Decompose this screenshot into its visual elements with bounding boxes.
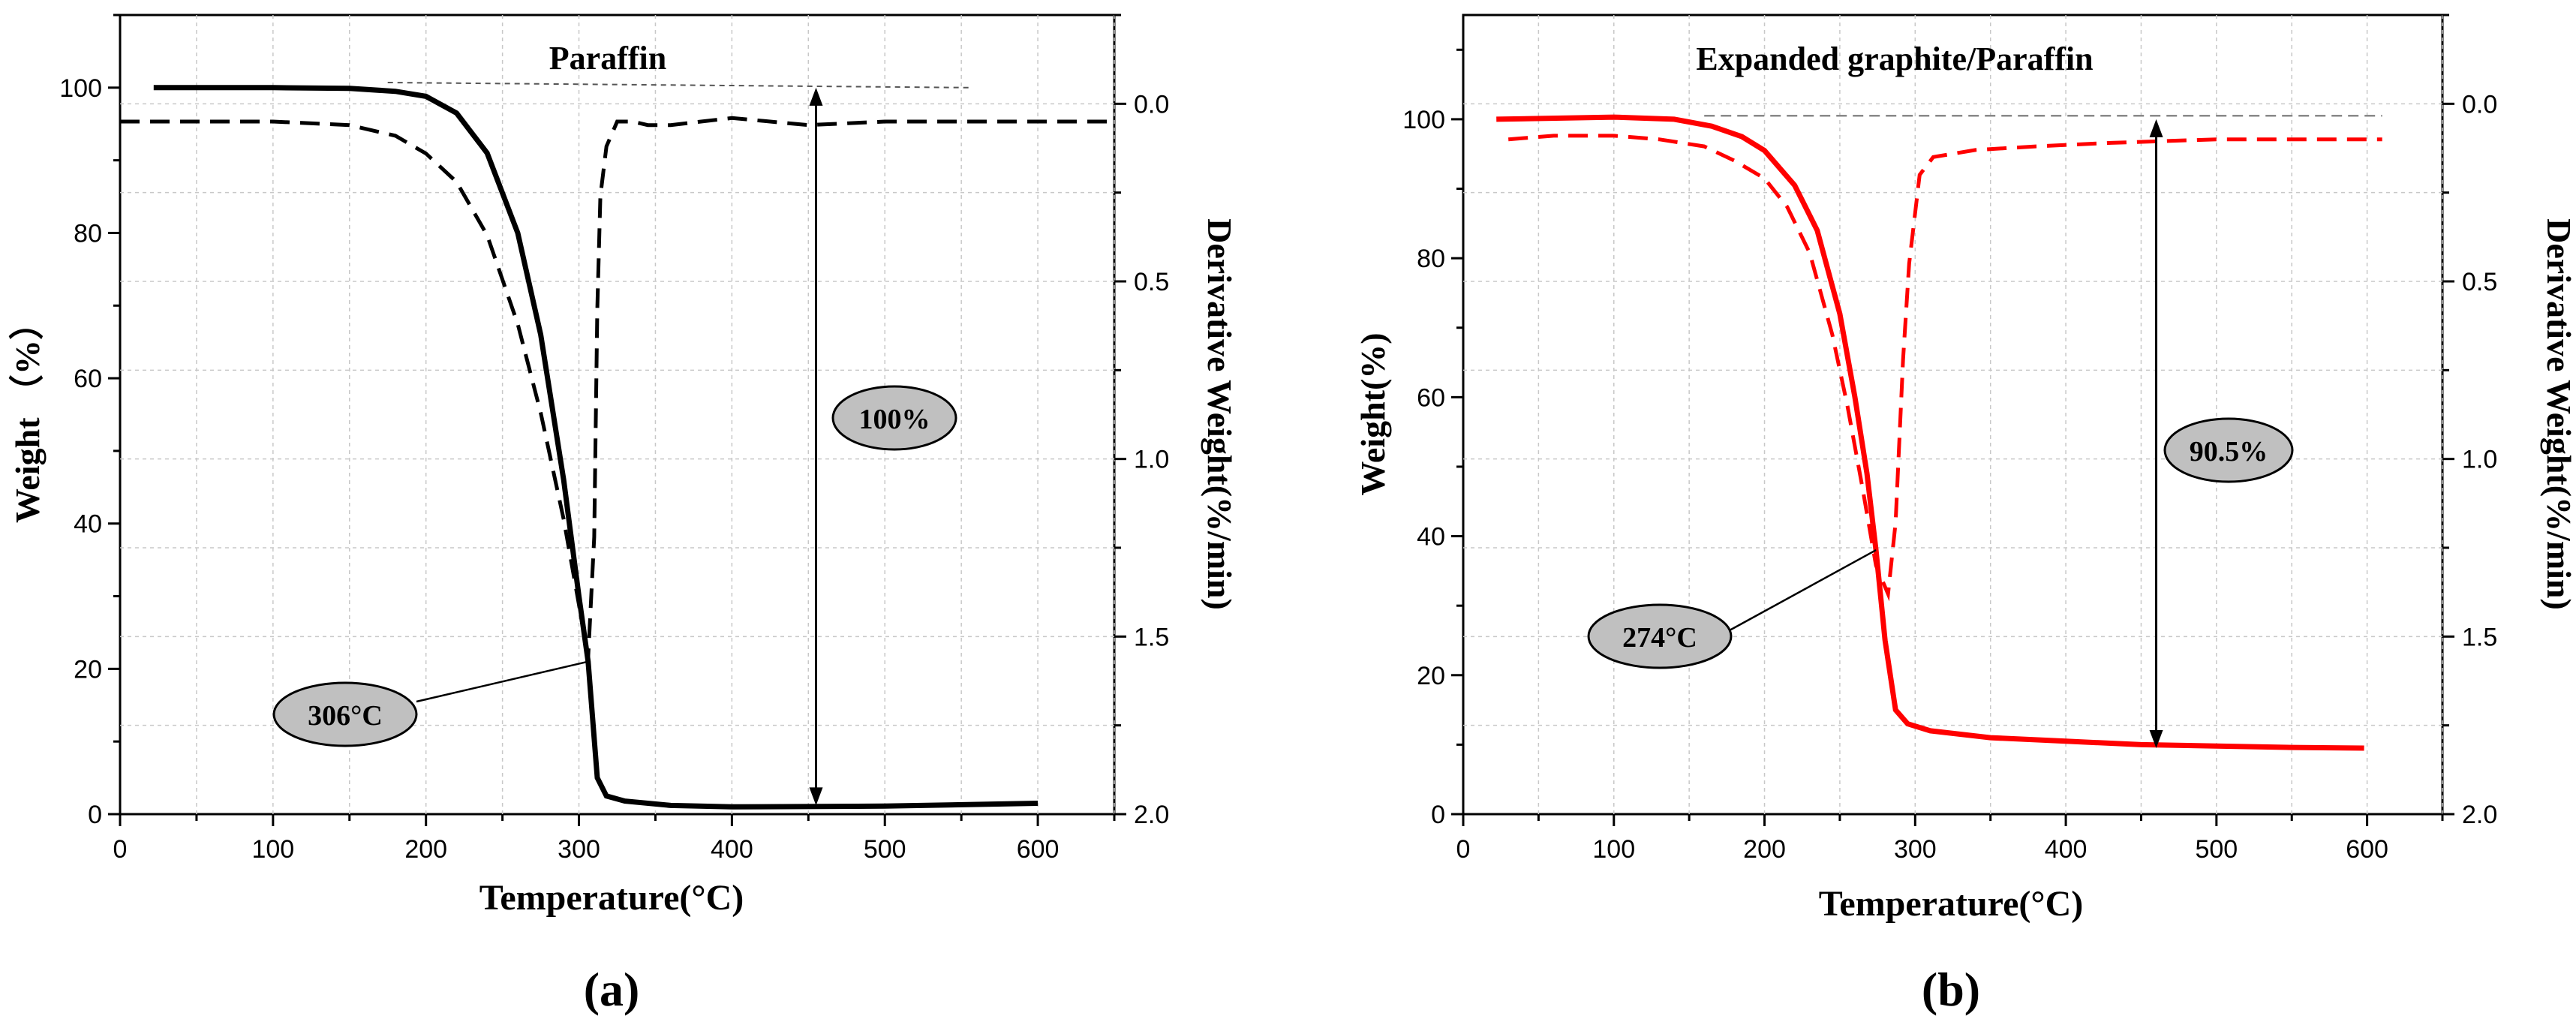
panel-a-y-tick-label: 20: [74, 655, 102, 684]
panel-a-x-tick-label: 100: [251, 835, 294, 864]
panel-b-x-tick-label: 200: [1743, 835, 1786, 864]
panel-a-x-tick-label: 300: [558, 835, 600, 864]
panel-b-y2-tick-label: 1.0: [2462, 446, 2497, 474]
panel-b-x-tick-label: 400: [2045, 835, 2088, 864]
panel-b-y-tick-label: 0: [1431, 801, 1445, 829]
panel-a-ticks: 0 100 200 300 400 500 600 0 20 40 60 80 100 0.0 0.5 1.0…: [59, 14, 1169, 864]
panel-b-y2-tick-label: 2.0: [2462, 801, 2497, 829]
panel-a-y-tick-label: 100: [59, 74, 102, 103]
panel-b-y-axis-label: Weight(%): [1354, 332, 1392, 495]
panel-b-loss-arrow: [2149, 119, 2163, 749]
panel-a-loss-arrow-head-bottom: [809, 787, 823, 806]
panel-b-loss-arrow-head-top: [2149, 119, 2163, 137]
panel-b-x-tick-label: 500: [2195, 835, 2238, 864]
panel-a-y2-axis-label: Derivative Weight(%/min): [1201, 218, 1239, 610]
panel-a-y2-tick-label: 1.0: [1134, 446, 1169, 474]
panel-a-y2-tick-label: 0.0: [1134, 90, 1169, 119]
panel-b-y-tick-label: 60: [1417, 383, 1445, 412]
panel-a-y2-tick-label: 0.5: [1134, 268, 1169, 296]
panel-a-onset-callout: 306°C: [272, 660, 589, 747]
panel-b-y-tick-label: 100: [1402, 106, 1445, 134]
panel-b-loss-callout: 90.5%: [2163, 417, 2294, 483]
panel-b-y2-tick-label: 0.0: [2462, 90, 2497, 119]
panel-a-y-tick-label: 0: [88, 801, 102, 829]
panel-b-gridlines: [1463, 15, 2443, 814]
panel-b-ticks: 0 100 200 300 400 500 600 0 20 40 60 80 100 0.0 0.5 1.0…: [1402, 14, 2497, 864]
panel-b-x-tick-label: 0: [1456, 835, 1471, 864]
panel-b-y-tick-label: 20: [1417, 662, 1445, 690]
panel-a-y-tick-label: 80: [74, 219, 102, 248]
panel-a-x-tick-label: 600: [1017, 835, 1060, 864]
panel-b-onset-callout: 274°C: [1587, 549, 1877, 669]
panel-a-y-axis-label: Weight （%）: [8, 305, 47, 523]
panel-b-leader-line: [1729, 549, 1877, 632]
panel-a-loss-label: 100%: [859, 404, 930, 435]
panel-b-x-tick-label: 600: [2346, 835, 2388, 864]
panel-b-y2-axis-label: Derivative Weight(%/min): [2540, 218, 2576, 610]
panel-b-loss-label: 90.5%: [2190, 436, 2268, 467]
panel-a-loss-callout: 100%: [831, 385, 957, 451]
panel-a-x-tick-label: 0: [113, 835, 128, 864]
panel-a-onset-label: 306°C: [308, 700, 383, 732]
panel-a-derivative-curve: [120, 116, 1114, 659]
panel-b-y2-tick-label: 0.5: [2462, 268, 2497, 296]
panel-a-loss-arrow: [809, 87, 823, 806]
panel-a-y2-tick-label: 2.0: [1134, 801, 1169, 829]
panel-a-x-tick-label: 400: [711, 835, 753, 864]
panel-a-x-tick-label: 200: [404, 835, 447, 864]
panel-b-onset-badge: [1587, 603, 1733, 669]
panel-a-x-tick-label: 500: [864, 835, 906, 864]
panel-a-loss-arrow-head-top: [809, 87, 823, 106]
panel-a-leader-line: [416, 660, 589, 703]
panel-a-loss-badge: [831, 385, 957, 451]
panel-b-title: Expanded graphite/Paraffin: [1696, 41, 2093, 77]
panel-b-onset-label: 274°C: [1622, 622, 1697, 654]
panel-b-y2-tick-label: 1.5: [2462, 623, 2497, 651]
panel-a-chart: 0 100 200 300 400 500 600 0 20 40 60 80 100 0.0 0.5 1.0…: [8, 14, 1239, 1016]
panel-b-y-tick-label: 40: [1417, 523, 1445, 552]
panel-a-y-tick-label: 40: [74, 510, 102, 539]
panel-a-title: Paraffin: [549, 40, 666, 77]
panel-a-weight-curve: [153, 85, 1039, 810]
panel-a-y2-tick-label: 1.5: [1134, 623, 1169, 651]
panel-b-caption: (b): [1922, 963, 1980, 1016]
panel-b-chart: 0 100 200 300 400 500 600 0 20 40 60 80 100 0.0 0.5 1.0…: [1354, 14, 2576, 1016]
panel-b-x-axis-label: Temperature(°C): [1819, 884, 2083, 924]
panel-a-x-axis-label: Temperature(°C): [479, 878, 744, 918]
panel-a-onset-badge: [272, 681, 418, 747]
panel-b-weight-curve: [1496, 114, 2364, 751]
panel-b-loss-arrow-head-bottom: [2149, 730, 2163, 749]
panel-a-caption: (a): [584, 963, 640, 1016]
panel-a-y-tick-label: 60: [74, 365, 102, 393]
panel-b-x-tick-label: 100: [1592, 835, 1635, 864]
panel-b-loss-badge: [2163, 417, 2294, 483]
panel-b-y-tick-label: 80: [1417, 245, 1445, 273]
panel-b-x-tick-label: 300: [1894, 835, 1937, 864]
